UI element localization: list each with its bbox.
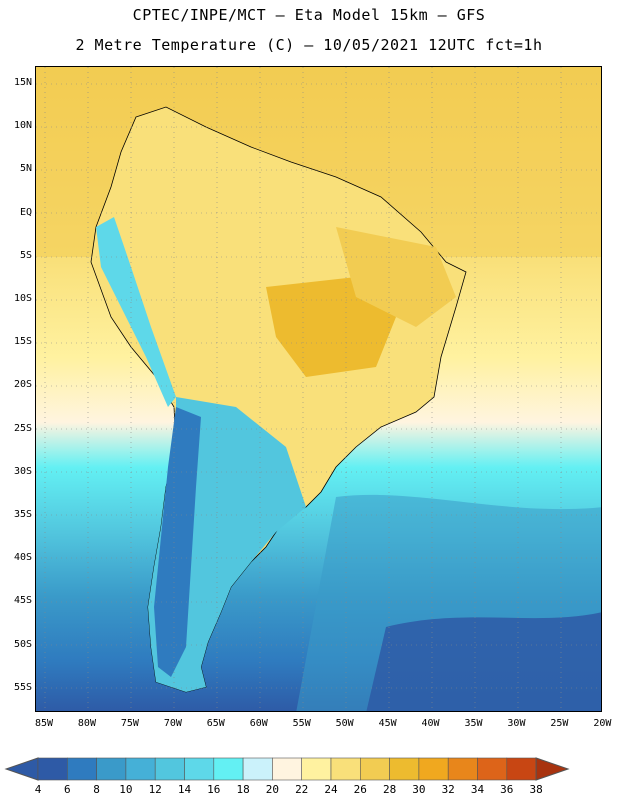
colorbar-arrow-low [4, 757, 39, 781]
lon-label: 65W [206, 718, 225, 729]
colorbar-swatch [154, 757, 185, 781]
colorbar [4, 757, 570, 781]
colorbar-arrow-high [535, 757, 570, 781]
colorbar-swatch [125, 757, 156, 781]
lon-label: 35W [464, 718, 483, 729]
northeast-warm-area [336, 227, 456, 327]
title-line-1: CPTEC/INPE/MCT – Eta Model 15km – GFS [132, 6, 486, 24]
lat-label: EQ [19, 206, 32, 218]
colorbar-swatch [301, 757, 332, 781]
colorbar-swatch [389, 757, 420, 781]
colorbar-tick-label: 32 [441, 783, 455, 796]
lon-label: 75W [120, 718, 139, 729]
southern-ocean-cold [366, 612, 601, 711]
lon-label: 50W [335, 718, 354, 729]
colorbar-swatch [418, 757, 449, 781]
colorbar-swatch [213, 757, 244, 781]
lon-label: 40W [421, 718, 440, 729]
lon-label: 60W [249, 718, 268, 729]
colorbar-tick-label: 10 [119, 783, 133, 796]
lon-label: 25W [550, 718, 569, 729]
lat-label: 40S [13, 552, 32, 564]
lon-label: 55W [292, 718, 311, 729]
lat-label: 10N [13, 120, 32, 132]
colorbar-tick-label: 34 [470, 783, 485, 796]
lat-label: 45S [13, 595, 32, 607]
lat-label: 5S [19, 249, 32, 261]
colorbar-swatch [359, 757, 390, 781]
colorbar-tick-label: 6 [63, 783, 71, 796]
interior-hot-area [266, 277, 396, 377]
lat-label: 55S [13, 681, 32, 693]
colorbar-swatch [477, 757, 508, 781]
andes-cold-strip [154, 407, 201, 677]
colorbar-tick-label: 14 [177, 783, 192, 796]
colorbar-tick-label: 18 [236, 783, 250, 796]
colorbar-swatch [506, 757, 537, 781]
colorbar-tick-label: 22 [295, 783, 309, 796]
colorbar-tick-label: 36 [500, 783, 514, 796]
colorbar-tick-label: 16 [207, 783, 221, 796]
title-line-2: 2 Metre Temperature (C) – 10/05/2021 12U… [75, 36, 543, 54]
lat-label: 10S [13, 293, 32, 304]
colorbar-swatch [67, 757, 97, 781]
colorbar-swatch [272, 757, 302, 781]
colorbar-tick-label: 30 [412, 783, 426, 796]
colorbar-swatch [330, 757, 361, 781]
colorbar-tick-label: 26 [353, 783, 367, 796]
lat-label: 15S [13, 336, 32, 348]
colorbar-tick-label: 8 [93, 783, 100, 796]
colorbar-tick-label: 38 [529, 783, 543, 796]
colorbar-tick-label: 20 [265, 783, 280, 796]
lat-label: 30S [13, 465, 32, 477]
lat-label: 5N [19, 163, 32, 175]
lon-label: 45W [378, 718, 397, 729]
lon-label: 20W [593, 718, 612, 729]
colorbar-tick-label: 12 [148, 783, 162, 796]
lat-label: 50S [13, 638, 32, 650]
colorbar-swatch [184, 757, 215, 781]
northern-andes-cool [96, 217, 176, 407]
map-canvas [36, 67, 601, 711]
lon-label: 85W [34, 718, 54, 729]
lon-label: 70W [163, 718, 182, 729]
colorbar-swatch [447, 757, 478, 781]
colorbar-swatch [242, 757, 273, 781]
lat-label: 35S [13, 509, 32, 520]
colorbar-swatch [96, 757, 127, 781]
colorbar-tick-label: 24 [324, 783, 338, 796]
colorbar-tick-label: 28 [382, 783, 397, 796]
lat-label: 15N [13, 77, 32, 88]
lon-label: 30W [507, 718, 526, 729]
colorbar-tick-label: 4 [34, 783, 42, 796]
lon-label: 80W [77, 718, 96, 729]
temperature-map[interactable] [35, 66, 602, 712]
lat-label: 20S [13, 379, 32, 391]
lat-label: 25S [13, 422, 32, 434]
colorbar-swatch [37, 757, 68, 781]
